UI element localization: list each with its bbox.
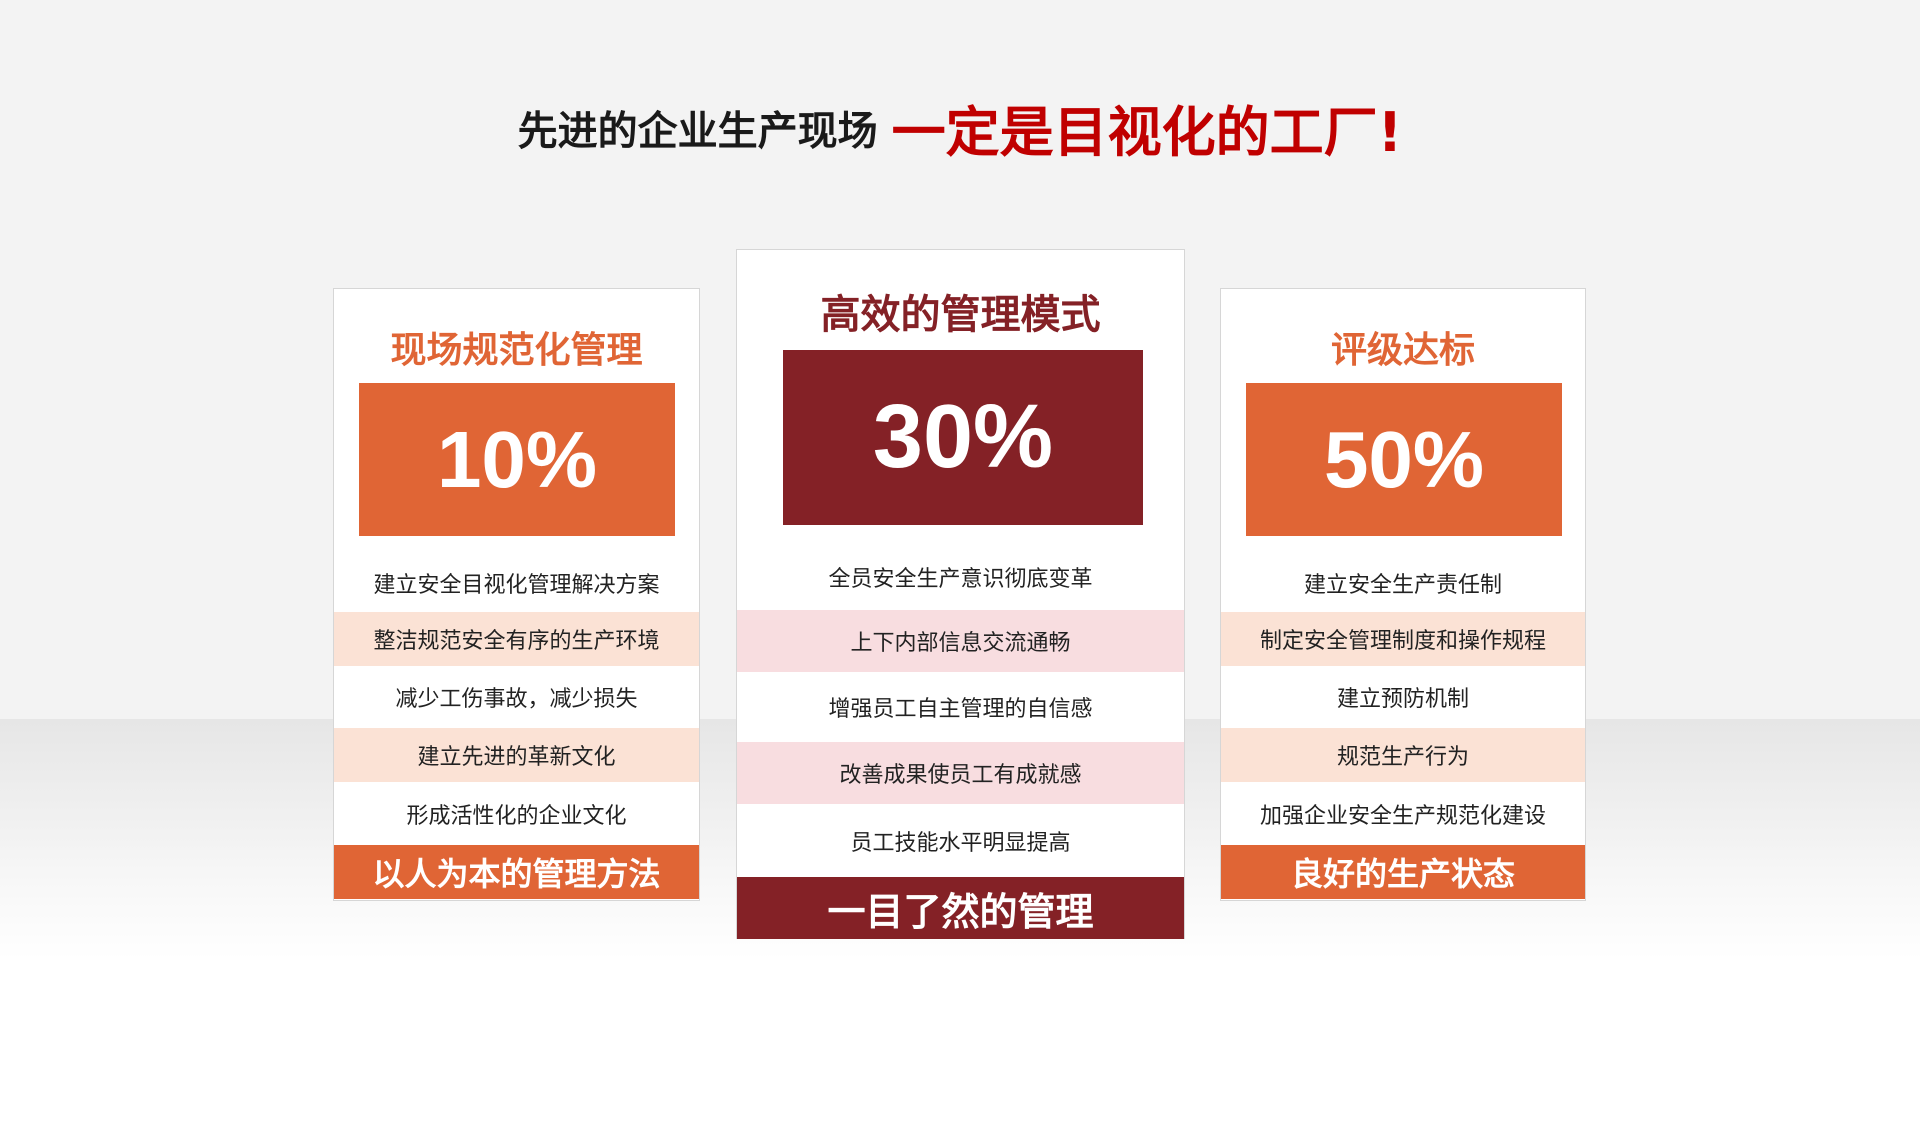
percent-box: 50% xyxy=(1246,383,1562,536)
list-item: 建立预防机制 xyxy=(1221,666,1585,728)
list-item: 减少工伤事故，减少损失 xyxy=(334,666,699,728)
card-footer: 一目了然的管理 xyxy=(737,877,1184,939)
list-item: 员工技能水平明显提高 xyxy=(737,804,1184,877)
list-item: 建立先进的革新文化 xyxy=(334,728,699,782)
headline-red: 一定是目视化的工厂! xyxy=(891,101,1403,164)
card-title: 高效的管理模式 xyxy=(820,292,1101,338)
list-item: 上下内部信息交流通畅 xyxy=(737,610,1184,672)
list-item: 全员安全生产意识彻底变革 xyxy=(737,543,1184,610)
list-item: 建立安全生产责任制 xyxy=(1221,554,1585,612)
card-site-management: 现场规范化管理 10% 建立安全目视化管理解决方案 整洁规范安全有序的生产环境 … xyxy=(333,288,700,901)
card-footer: 良好的生产状态 xyxy=(1221,845,1585,899)
list-item: 规范生产行为 xyxy=(1221,728,1585,782)
headline-black: 先进的企业生产现场 xyxy=(517,108,878,155)
card-title: 现场规范化管理 xyxy=(390,330,643,371)
list-item: 加强企业安全生产规范化建设 xyxy=(1221,782,1585,845)
card-title: 评级达标 xyxy=(1330,330,1475,371)
list-item: 增强员工自主管理的自信感 xyxy=(737,672,1184,742)
card-footer: 以人为本的管理方法 xyxy=(334,845,699,899)
percent-box: 10% xyxy=(359,383,675,536)
list-item: 制定安全管理制度和操作规程 xyxy=(1221,612,1585,666)
card-efficient-management: 高效的管理模式 30% 全员安全生产意识彻底变革 上下内部信息交流通畅 增强员工… xyxy=(736,249,1185,939)
list-item: 整洁规范安全有序的生产环境 xyxy=(334,612,699,666)
headline: 先进的企业生产现场 一定是目视化的工厂! xyxy=(0,88,1920,167)
card-rating-standard: 评级达标 50% 建立安全生产责任制 制定安全管理制度和操作规程 建立预防机制 … xyxy=(1220,288,1586,901)
list-item: 形成活性化的企业文化 xyxy=(334,782,699,845)
list-item: 改善成果使员工有成就感 xyxy=(737,742,1184,804)
list-item: 建立安全目视化管理解决方案 xyxy=(334,554,699,612)
percent-box: 30% xyxy=(783,350,1143,525)
